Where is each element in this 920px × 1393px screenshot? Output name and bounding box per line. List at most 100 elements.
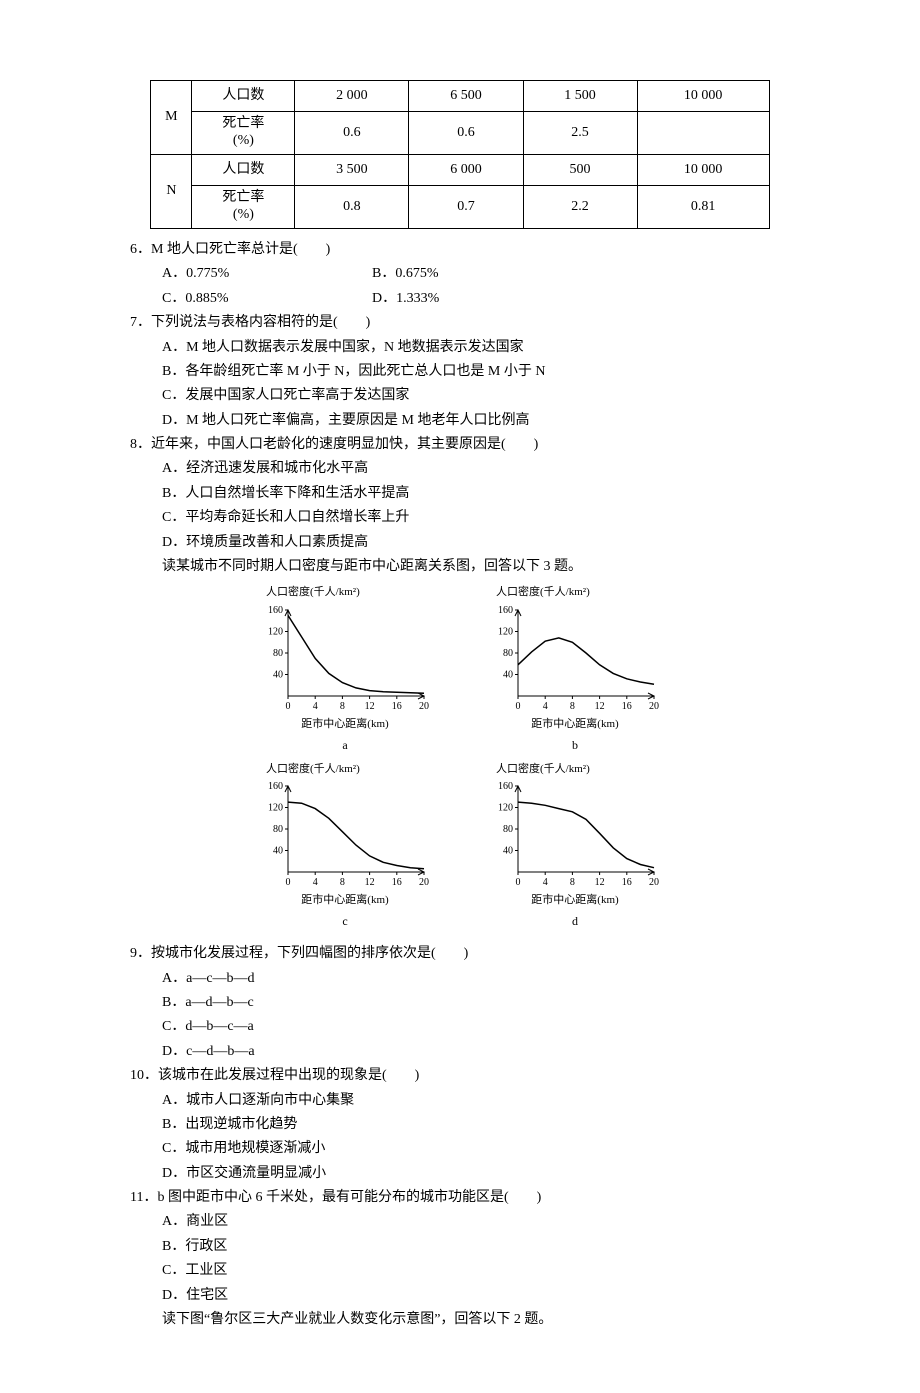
chart-b: 人口密度(千人/km²)4080120160048121620距市中心距离(km… — [490, 584, 660, 754]
q7-stem: 7．下列说法与表格内容相符的是( ) — [130, 312, 820, 334]
svg-text:160: 160 — [498, 605, 513, 616]
svg-text:20: 20 — [419, 701, 429, 712]
svg-text:0: 0 — [286, 877, 291, 888]
svg-text:40: 40 — [503, 670, 513, 681]
death-rate-table: M 人口数 2 000 6 500 1 500 10 000 死亡率(%) 0.… — [150, 80, 769, 229]
q6-stem: 6．M 地人口死亡率总计是( ) — [130, 239, 820, 261]
svg-text:20: 20 — [419, 877, 429, 888]
n-pop-2: 500 — [523, 154, 637, 185]
metric-death: 死亡率(%) — [192, 112, 295, 155]
q6-opt-c: C．0.885% — [162, 288, 372, 310]
svg-text:20: 20 — [649, 877, 659, 888]
q6-opt-d: D．1.333% — [372, 288, 439, 310]
q11-stem: 11．b 图中距市中心 6 千米处，最有可能分布的城市功能区是( ) — [130, 1187, 820, 1209]
metric-death-n: 死亡率(%) — [192, 186, 295, 229]
metric-pop: 人口数 — [192, 81, 295, 112]
svg-text:80: 80 — [503, 648, 513, 659]
m-pop-1: 6 500 — [409, 81, 523, 112]
svg-text:0: 0 — [286, 701, 291, 712]
n-pop-0: 3 500 — [295, 154, 409, 185]
svg-text:40: 40 — [273, 670, 283, 681]
m-death-3 — [637, 112, 769, 155]
svg-text:120: 120 — [498, 803, 513, 814]
q7-opt-b: B．各年龄组死亡率 M 小于 N，因此死亡总人口也是 M 小于 N — [162, 361, 820, 383]
q11-opt-c: C．工业区 — [162, 1260, 820, 1282]
svg-text:40: 40 — [273, 846, 283, 857]
q8-opt-c: C．平均寿命延长和人口自然增长率上升 — [162, 507, 820, 529]
q11-opt-b: B．行政区 — [162, 1236, 820, 1258]
n-pop-3: 10 000 — [637, 154, 769, 185]
n-death-2: 2.2 — [523, 186, 637, 229]
svg-text:8: 8 — [340, 877, 345, 888]
svg-text:12: 12 — [365, 877, 375, 888]
svg-text:8: 8 — [570, 877, 575, 888]
svg-text:120: 120 — [268, 803, 283, 814]
svg-text:16: 16 — [622, 701, 632, 712]
q7-opt-a: A．M 地人口数据表示发展中国家，N 地数据表示发达国家 — [162, 337, 820, 359]
svg-text:160: 160 — [268, 605, 283, 616]
svg-text:8: 8 — [570, 701, 575, 712]
q10-opt-b: B．出现逆城市化趋势 — [162, 1114, 820, 1136]
row-m-label: M — [151, 81, 192, 155]
svg-text:16: 16 — [392, 877, 402, 888]
q9-opt-a: A．a—c—b—d — [162, 968, 820, 990]
svg-text:4: 4 — [543, 701, 548, 712]
q9-stem: 9．按城市化发展过程，下列四幅图的排序依次是( ) — [130, 943, 820, 965]
q9-opt-d: D．c—d—b—a — [162, 1041, 820, 1063]
metric-pop-n: 人口数 — [192, 154, 295, 185]
m-death-2: 2.5 — [523, 112, 637, 155]
n-pop-1: 6 000 — [409, 154, 523, 185]
svg-text:4: 4 — [313, 877, 318, 888]
chart-a: 人口密度(千人/km²)4080120160048121620距市中心距离(km… — [260, 584, 430, 754]
q11-opt-a: A．商业区 — [162, 1211, 820, 1233]
q11-lead: 读下图“鲁尔区三大产业就业人数变化示意图”，回答以下 2 题。 — [162, 1309, 820, 1331]
q10-opt-c: C．城市用地规模逐渐减小 — [162, 1138, 820, 1160]
svg-text:16: 16 — [622, 877, 632, 888]
q7-opt-d: D．M 地人口死亡率偏高，主要原因是 M 地老年人口比例高 — [162, 410, 820, 432]
q9-opt-c: C．d—b—c—a — [162, 1016, 820, 1038]
q8-opt-a: A．经济迅速发展和城市化水平高 — [162, 458, 820, 480]
n-death-3: 0.81 — [637, 186, 769, 229]
q6-opt-b: B．0.675% — [372, 263, 439, 285]
q9-opt-b: B．a—d—b—c — [162, 992, 820, 1014]
svg-text:20: 20 — [649, 701, 659, 712]
n-death-1: 0.7 — [409, 186, 523, 229]
svg-text:16: 16 — [392, 701, 402, 712]
svg-text:160: 160 — [268, 781, 283, 792]
m-pop-3: 10 000 — [637, 81, 769, 112]
m-pop-0: 2 000 — [295, 81, 409, 112]
svg-text:0: 0 — [516, 877, 521, 888]
svg-text:80: 80 — [273, 824, 283, 835]
svg-text:4: 4 — [313, 701, 318, 712]
svg-text:12: 12 — [595, 877, 605, 888]
q10-opt-d: D．市区交通流量明显减小 — [162, 1163, 820, 1185]
svg-text:120: 120 — [498, 627, 513, 638]
chart-grid: 人口密度(千人/km²)4080120160048121620距市中心距离(km… — [100, 584, 820, 937]
m-pop-2: 1 500 — [523, 81, 637, 112]
svg-text:80: 80 — [273, 648, 283, 659]
svg-text:12: 12 — [365, 701, 375, 712]
n-death-0: 0.8 — [295, 186, 409, 229]
m-death-0: 0.6 — [295, 112, 409, 155]
svg-text:80: 80 — [503, 824, 513, 835]
svg-text:0: 0 — [516, 701, 521, 712]
q8-opt-d: D．环境质量改善和人口素质提高 — [162, 532, 820, 554]
svg-text:160: 160 — [498, 781, 513, 792]
svg-text:12: 12 — [595, 701, 605, 712]
q7-opt-c: C．发展中国家人口死亡率高于发达国家 — [162, 385, 820, 407]
svg-text:120: 120 — [268, 627, 283, 638]
m-death-1: 0.6 — [409, 112, 523, 155]
chart-c: 人口密度(千人/km²)4080120160048121620距市中心距离(km… — [260, 761, 430, 931]
q10-opt-a: A．城市人口逐渐向市中心集聚 — [162, 1090, 820, 1112]
q11-opt-d: D．住宅区 — [162, 1285, 820, 1307]
q6-opt-a: A．0.775% — [162, 263, 372, 285]
svg-text:4: 4 — [543, 877, 548, 888]
q8-opt-b: B．人口自然增长率下降和生活水平提高 — [162, 483, 820, 505]
q10-stem: 10．该城市在此发展过程中出现的现象是( ) — [130, 1065, 820, 1087]
svg-text:40: 40 — [503, 846, 513, 857]
row-n-label: N — [151, 154, 192, 228]
q8-lead: 读某城市不同时期人口密度与距市中心距离关系图，回答以下 3 题。 — [162, 556, 820, 578]
svg-text:8: 8 — [340, 701, 345, 712]
chart-d: 人口密度(千人/km²)4080120160048121620距市中心距离(km… — [490, 761, 660, 931]
q8-stem: 8．近年来，中国人口老龄化的速度明显加快，其主要原因是( ) — [130, 434, 820, 456]
